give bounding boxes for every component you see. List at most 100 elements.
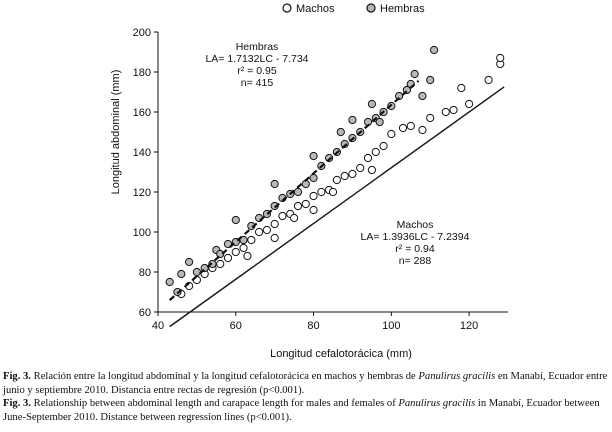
hembras-point	[375, 117, 384, 127]
hembras-legend-marker	[366, 3, 376, 13]
machos-annotation-line: Machos	[397, 219, 434, 231]
hembras-point	[208, 259, 217, 269]
caption-english: Fig. 3. Relationship between abdominal l…	[3, 397, 609, 424]
hembras-regression-line	[168, 80, 420, 301]
y-tick-label: 100	[133, 227, 151, 239]
caption-text: Relación entre la longitud abdominal y l…	[33, 371, 416, 382]
hembras-point	[192, 267, 201, 277]
machos-point	[301, 199, 310, 209]
hembras-annotation-line: n= 415	[241, 77, 274, 89]
scatter-chart: Machos Hembras 40 60 80 100 12060801001201401…	[110, 3, 508, 360]
regression-lines	[168, 80, 505, 328]
machos-point	[332, 175, 341, 185]
y-tick-label: 180	[133, 67, 151, 79]
machos-point	[363, 153, 373, 163]
caption-text: en Manabí, Ecuador entre junio y septiem…	[3, 371, 608, 396]
machos-point	[243, 251, 252, 261]
hembras-point	[309, 151, 318, 161]
x-tick-label: 120	[460, 320, 478, 332]
hembras-point	[165, 277, 174, 287]
machos-point	[223, 253, 233, 263]
machos-annotation-line: r² = 0.94	[395, 243, 435, 255]
caption-label: Fig. 3.	[3, 371, 31, 382]
machos-regression-line	[169, 86, 505, 328]
hembras-legend-label: Hembras	[380, 3, 425, 15]
machos-point	[426, 113, 435, 123]
hembras-annotation-line: Hembras	[236, 41, 279, 53]
hembras-point	[293, 187, 303, 197]
machos-point	[216, 259, 225, 269]
machos-point	[239, 243, 248, 253]
machos-point	[270, 233, 279, 243]
hembras-point	[426, 75, 435, 85]
hembras-point	[367, 99, 376, 109]
machos-point	[356, 163, 365, 173]
hembras-point	[410, 69, 419, 79]
caption-text: Relationship between abdominal length an…	[33, 398, 396, 409]
x-tick-label: 60	[230, 320, 242, 332]
hembras-point	[430, 45, 439, 55]
x-axis-title: Longitud cefalotorácica (mm)	[270, 348, 412, 360]
machos-point	[255, 227, 264, 237]
machos-point	[367, 165, 376, 175]
machos-legend-label: Machos	[296, 3, 335, 15]
machos-point	[449, 105, 458, 115]
machos-point	[441, 107, 450, 117]
figure-caption: Fig. 3. Relación entre la longitud abdom…	[3, 370, 609, 424]
y-tick-label: 140	[133, 147, 151, 159]
hembras-annotation-line: r² = 0.95	[237, 65, 277, 77]
y-tick-label: 80	[139, 267, 151, 279]
machos-annotation-line: n= 288	[399, 255, 432, 267]
hembras-point	[395, 91, 404, 101]
y-tick-label: 120	[133, 187, 151, 199]
machos-point	[309, 191, 318, 201]
machos-point	[270, 219, 279, 229]
caption-species: Panulirus gracilis	[418, 371, 496, 382]
machos-point	[262, 225, 271, 235]
machos-point	[484, 75, 493, 85]
machos-point	[247, 235, 256, 245]
machos-point	[465, 99, 474, 109]
machos-point	[278, 211, 287, 221]
caption-text: in Manabí, Ecuador between June-Septembe…	[3, 398, 600, 423]
hembras-point	[348, 115, 357, 125]
machos-point	[398, 123, 408, 133]
machos-point	[293, 201, 303, 211]
hembras-point	[239, 235, 248, 245]
hembras-point	[270, 201, 279, 211]
machos-point	[387, 129, 396, 139]
caption-species: Panulirus gracilis	[398, 398, 476, 409]
y-tick-label: 160	[133, 107, 151, 119]
machos-point	[231, 247, 240, 257]
machos-annotation-line: LA= 1.3936LC - 7.2394	[361, 231, 470, 243]
machos-point	[379, 141, 388, 151]
machos-point	[309, 205, 318, 215]
machos-point	[406, 121, 415, 131]
hembras-point	[185, 257, 194, 267]
x-tick-label: 100	[382, 320, 400, 332]
machos-point	[418, 125, 427, 135]
machos-point	[496, 53, 505, 63]
y-tick-label: 200	[133, 27, 151, 39]
hembras-point	[177, 269, 186, 279]
machos-point	[348, 169, 357, 179]
hembras-annotation-line: LA= 1.7132LC - 7.734	[205, 53, 308, 65]
x-tick-label: 80	[307, 320, 319, 332]
machos-point	[290, 213, 299, 223]
x-tick-label: 40	[152, 320, 164, 332]
hembras-point	[418, 91, 427, 101]
machos-point	[317, 187, 326, 197]
machos-point	[340, 171, 349, 181]
machos-point	[457, 83, 466, 93]
y-axis-title: Longitud abdominal (mm)	[110, 70, 122, 195]
machos-legend-marker	[282, 3, 292, 13]
hembras-point	[231, 215, 240, 225]
caption-label: Fig. 3.	[3, 398, 31, 409]
hembras-point	[309, 173, 318, 183]
hembras-point	[336, 127, 345, 137]
legend: Machos Hembras	[282, 3, 425, 15]
hembras-point	[270, 179, 279, 189]
machos-point	[371, 147, 380, 157]
